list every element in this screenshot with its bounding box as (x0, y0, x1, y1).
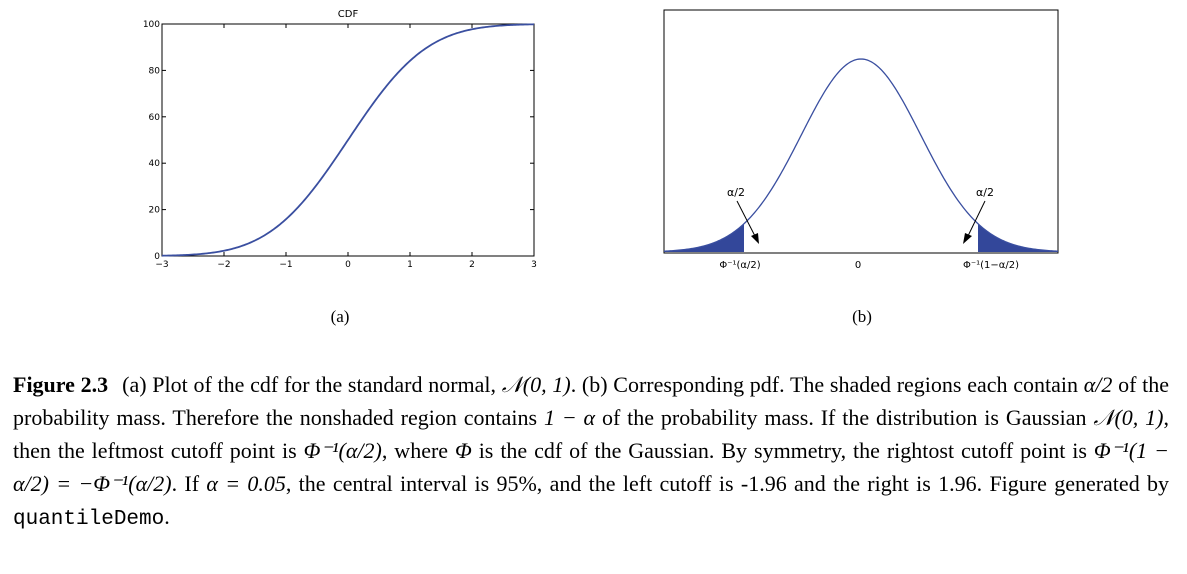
caption-text: of the probability mass. If the distribu… (595, 405, 1094, 430)
caption-figure-label: Figure 2.3 (13, 372, 109, 397)
right-alpha-annotation: α/2 (976, 186, 994, 199)
left-arrow (736, 200, 759, 244)
panel-b: α/2 α/2 Φ⁻¹(α/2) 0 Φ⁻¹(1−α/2) (b) (663, 9, 1059, 326)
caption-text: . If (171, 471, 207, 496)
cdf-title: CDF (338, 9, 359, 20)
cdf-ytick-label: 40 (149, 159, 161, 169)
caption-math: Φ⁻¹(1 − α/2) = −Φ⁻¹(α/2) (13, 438, 1169, 496)
figure: CDF −3 −2 −1 0 1 2 3 0 20 40 60 80 100 (a) α/2 α/2 Φ… (143, 9, 1059, 326)
cdf-xtick-label: −1 (279, 260, 292, 270)
caption-math: α = 0.05 (206, 471, 286, 496)
caption-text: is the cdf of the Gaussian. By symmetry,… (471, 438, 1094, 463)
right-tail-shade (978, 223, 1058, 252)
caption-math: Φ⁻¹(α/2) (303, 438, 382, 463)
figure-caption: Figure 2.3 (a) Plot of the cdf for the st… (13, 368, 1169, 536)
caption-text: of the probability mass. Therefore the n… (13, 372, 1170, 430)
panel-a-label: (a) (331, 307, 350, 326)
cdf-xtick-label: 3 (531, 260, 537, 270)
caption-math: Φ (455, 438, 472, 463)
right-arrow (963, 200, 986, 244)
cdf-ytick-label: 20 (149, 206, 161, 216)
caption-code: quantileDemo (13, 508, 165, 531)
cdf-xtick-label: −3 (155, 260, 168, 270)
caption-math: 𝒩(0, 1) (1093, 405, 1164, 430)
cdf-xtick-label: 0 (345, 260, 351, 270)
left-alpha-annotation: α/2 (727, 186, 745, 199)
caption-text: (a) Plot of the cdf for the standard nor… (122, 372, 502, 397)
cdf-ticks: −3 −2 −1 0 1 2 3 0 20 40 60 80 100 (143, 20, 537, 270)
caption-text: . (b) Corresponding pdf. The shaded regi… (570, 372, 1084, 397)
cdf-xtick-label: 1 (407, 260, 413, 270)
panel-b-label: (b) (852, 307, 872, 326)
cdf-ytick-label: 80 (149, 66, 161, 76)
cdf-xtick-label: −2 (217, 260, 230, 270)
pdf-axes-box (663, 9, 1059, 254)
right-cutoff-tick-label: Φ⁻¹(1−α/2) (963, 260, 1019, 271)
caption-math: α/2 (1083, 372, 1113, 397)
caption-text: , then the leftmost cutoff point is (13, 405, 1169, 463)
caption-text: , where (381, 438, 455, 463)
cdf-ytick-label: 100 (143, 20, 160, 30)
caption-text: . (164, 504, 170, 529)
caption-math: 𝒩(0, 1) (501, 372, 571, 397)
cdf-curve (161, 23, 535, 257)
left-cutoff-tick-label: Φ⁻¹(α/2) (719, 260, 760, 271)
caption-math: 1 − α (543, 405, 596, 430)
zero-tick-label: 0 (855, 260, 861, 271)
panel-a: CDF −3 −2 −1 0 1 2 3 0 20 40 60 80 100 (a) (143, 9, 537, 326)
caption-text: , the central interval is 95%, and the l… (285, 471, 1169, 496)
pdf-curve (663, 58, 1059, 252)
cdf-ytick-label: 0 (154, 252, 160, 262)
cdf-xtick-label: 2 (469, 260, 475, 270)
cdf-ytick-label: 60 (149, 113, 161, 123)
left-tail-shade (664, 223, 744, 252)
